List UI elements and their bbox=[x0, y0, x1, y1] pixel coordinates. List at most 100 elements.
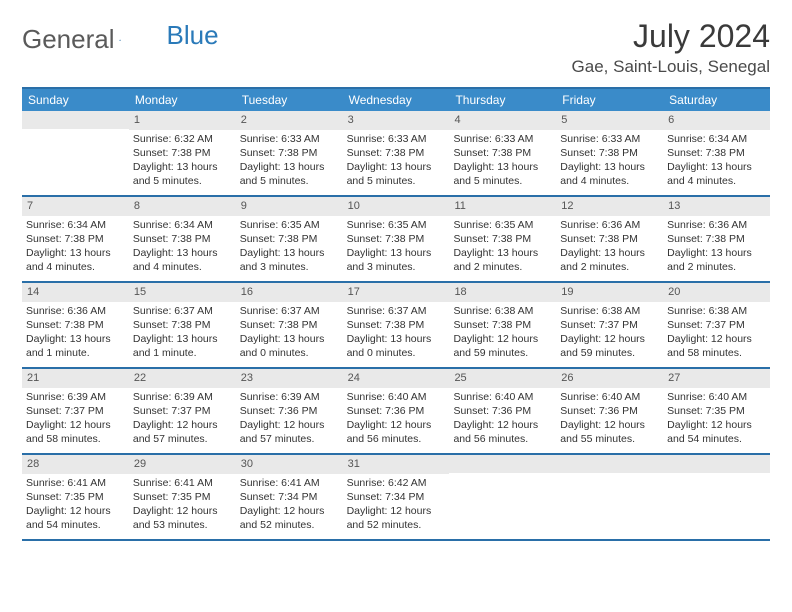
day-line: and 2 minutes. bbox=[667, 260, 766, 274]
day-number: 2 bbox=[236, 111, 343, 130]
day-number: 12 bbox=[556, 197, 663, 216]
dow-cell: Sunday bbox=[22, 89, 129, 111]
day-number: 21 bbox=[22, 369, 129, 388]
day-number-empty bbox=[22, 111, 129, 129]
day-body: Sunrise: 6:40 AMSunset: 7:36 PMDaylight:… bbox=[556, 388, 663, 451]
day-cell: 9Sunrise: 6:35 AMSunset: 7:38 PMDaylight… bbox=[236, 197, 343, 281]
day-number: 25 bbox=[449, 369, 556, 388]
day-line: Sunrise: 6:40 AM bbox=[347, 390, 446, 404]
day-body: Sunrise: 6:34 AMSunset: 7:38 PMDaylight:… bbox=[663, 130, 770, 193]
day-cell: 5Sunrise: 6:33 AMSunset: 7:38 PMDaylight… bbox=[556, 111, 663, 195]
day-line: Sunrise: 6:40 AM bbox=[560, 390, 659, 404]
day-line: and 52 minutes. bbox=[347, 518, 446, 532]
day-body: Sunrise: 6:34 AMSunset: 7:38 PMDaylight:… bbox=[22, 216, 129, 279]
dow-header-row: SundayMondayTuesdayWednesdayThursdayFrid… bbox=[22, 89, 770, 111]
day-cell: 14Sunrise: 6:36 AMSunset: 7:38 PMDayligh… bbox=[22, 283, 129, 367]
day-line: Sunrise: 6:33 AM bbox=[347, 132, 446, 146]
day-number: 28 bbox=[22, 455, 129, 474]
day-line: Sunset: 7:38 PM bbox=[347, 232, 446, 246]
day-body: Sunrise: 6:36 AMSunset: 7:38 PMDaylight:… bbox=[556, 216, 663, 279]
day-line: and 58 minutes. bbox=[26, 432, 125, 446]
day-cell: 24Sunrise: 6:40 AMSunset: 7:36 PMDayligh… bbox=[343, 369, 450, 453]
day-number: 23 bbox=[236, 369, 343, 388]
day-body: Sunrise: 6:35 AMSunset: 7:38 PMDaylight:… bbox=[236, 216, 343, 279]
day-line: and 3 minutes. bbox=[347, 260, 446, 274]
day-line: Daylight: 12 hours bbox=[133, 418, 232, 432]
day-number-empty bbox=[556, 455, 663, 473]
day-body: Sunrise: 6:33 AMSunset: 7:38 PMDaylight:… bbox=[556, 130, 663, 193]
day-line: Daylight: 13 hours bbox=[240, 332, 339, 346]
day-line: Sunrise: 6:38 AM bbox=[453, 304, 552, 318]
dow-cell: Monday bbox=[129, 89, 236, 111]
day-line: Daylight: 12 hours bbox=[133, 504, 232, 518]
day-body: Sunrise: 6:32 AMSunset: 7:38 PMDaylight:… bbox=[129, 130, 236, 193]
day-cell: 22Sunrise: 6:39 AMSunset: 7:37 PMDayligh… bbox=[129, 369, 236, 453]
week-row: 1Sunrise: 6:32 AMSunset: 7:38 PMDaylight… bbox=[22, 111, 770, 197]
day-line: Sunset: 7:36 PM bbox=[347, 404, 446, 418]
day-cell: 28Sunrise: 6:41 AMSunset: 7:35 PMDayligh… bbox=[22, 455, 129, 539]
day-line: and 1 minute. bbox=[26, 346, 125, 360]
day-line: Daylight: 13 hours bbox=[133, 160, 232, 174]
day-line: Sunset: 7:38 PM bbox=[453, 318, 552, 332]
day-cell: 21Sunrise: 6:39 AMSunset: 7:37 PMDayligh… bbox=[22, 369, 129, 453]
day-line: and 4 minutes. bbox=[560, 174, 659, 188]
day-number: 22 bbox=[129, 369, 236, 388]
day-line: Sunset: 7:38 PM bbox=[240, 146, 339, 160]
day-line: and 55 minutes. bbox=[560, 432, 659, 446]
day-line: Sunrise: 6:39 AM bbox=[240, 390, 339, 404]
day-line: Sunset: 7:36 PM bbox=[560, 404, 659, 418]
day-line: Daylight: 12 hours bbox=[240, 418, 339, 432]
day-number: 6 bbox=[663, 111, 770, 130]
day-line: Sunset: 7:38 PM bbox=[453, 146, 552, 160]
day-body: Sunrise: 6:33 AMSunset: 7:38 PMDaylight:… bbox=[449, 130, 556, 193]
day-line: and 57 minutes. bbox=[133, 432, 232, 446]
day-body: Sunrise: 6:37 AMSunset: 7:38 PMDaylight:… bbox=[129, 302, 236, 365]
day-cell: 27Sunrise: 6:40 AMSunset: 7:35 PMDayligh… bbox=[663, 369, 770, 453]
day-line: Daylight: 12 hours bbox=[667, 418, 766, 432]
day-line: Sunset: 7:35 PM bbox=[26, 490, 125, 504]
day-line: Sunset: 7:35 PM bbox=[133, 490, 232, 504]
day-line: Daylight: 12 hours bbox=[560, 332, 659, 346]
day-line: and 1 minute. bbox=[133, 346, 232, 360]
day-number: 18 bbox=[449, 283, 556, 302]
day-cell bbox=[556, 455, 663, 539]
day-cell: 8Sunrise: 6:34 AMSunset: 7:38 PMDaylight… bbox=[129, 197, 236, 281]
day-line: and 0 minutes. bbox=[240, 346, 339, 360]
day-cell: 12Sunrise: 6:36 AMSunset: 7:38 PMDayligh… bbox=[556, 197, 663, 281]
brand-part2: Blue bbox=[167, 20, 219, 51]
day-number: 9 bbox=[236, 197, 343, 216]
day-line: and 57 minutes. bbox=[240, 432, 339, 446]
day-line: Sunset: 7:38 PM bbox=[667, 232, 766, 246]
day-line: Daylight: 13 hours bbox=[133, 246, 232, 260]
day-number: 3 bbox=[343, 111, 450, 130]
day-line: Daylight: 13 hours bbox=[560, 246, 659, 260]
day-number-empty bbox=[449, 455, 556, 473]
day-line: Daylight: 12 hours bbox=[667, 332, 766, 346]
day-body: Sunrise: 6:35 AMSunset: 7:38 PMDaylight:… bbox=[343, 216, 450, 279]
day-line: Sunrise: 6:35 AM bbox=[453, 218, 552, 232]
day-line: and 5 minutes. bbox=[240, 174, 339, 188]
day-body bbox=[556, 473, 663, 479]
day-cell: 31Sunrise: 6:42 AMSunset: 7:34 PMDayligh… bbox=[343, 455, 450, 539]
day-line: and 5 minutes. bbox=[453, 174, 552, 188]
day-line: Sunset: 7:38 PM bbox=[240, 232, 339, 246]
day-cell: 26Sunrise: 6:40 AMSunset: 7:36 PMDayligh… bbox=[556, 369, 663, 453]
day-line: Sunrise: 6:37 AM bbox=[240, 304, 339, 318]
day-cell: 6Sunrise: 6:34 AMSunset: 7:38 PMDaylight… bbox=[663, 111, 770, 195]
dow-cell: Wednesday bbox=[343, 89, 450, 111]
day-line: Daylight: 12 hours bbox=[347, 418, 446, 432]
day-number: 29 bbox=[129, 455, 236, 474]
day-cell: 29Sunrise: 6:41 AMSunset: 7:35 PMDayligh… bbox=[129, 455, 236, 539]
day-body: Sunrise: 6:36 AMSunset: 7:38 PMDaylight:… bbox=[663, 216, 770, 279]
day-number: 8 bbox=[129, 197, 236, 216]
day-number: 10 bbox=[343, 197, 450, 216]
day-cell: 23Sunrise: 6:39 AMSunset: 7:36 PMDayligh… bbox=[236, 369, 343, 453]
day-body bbox=[663, 473, 770, 479]
day-line: Sunrise: 6:34 AM bbox=[133, 218, 232, 232]
day-line: Sunrise: 6:34 AM bbox=[26, 218, 125, 232]
day-line: and 58 minutes. bbox=[667, 346, 766, 360]
day-cell: 20Sunrise: 6:38 AMSunset: 7:37 PMDayligh… bbox=[663, 283, 770, 367]
day-number: 16 bbox=[236, 283, 343, 302]
day-line: Sunset: 7:38 PM bbox=[133, 318, 232, 332]
day-body: Sunrise: 6:40 AMSunset: 7:36 PMDaylight:… bbox=[449, 388, 556, 451]
